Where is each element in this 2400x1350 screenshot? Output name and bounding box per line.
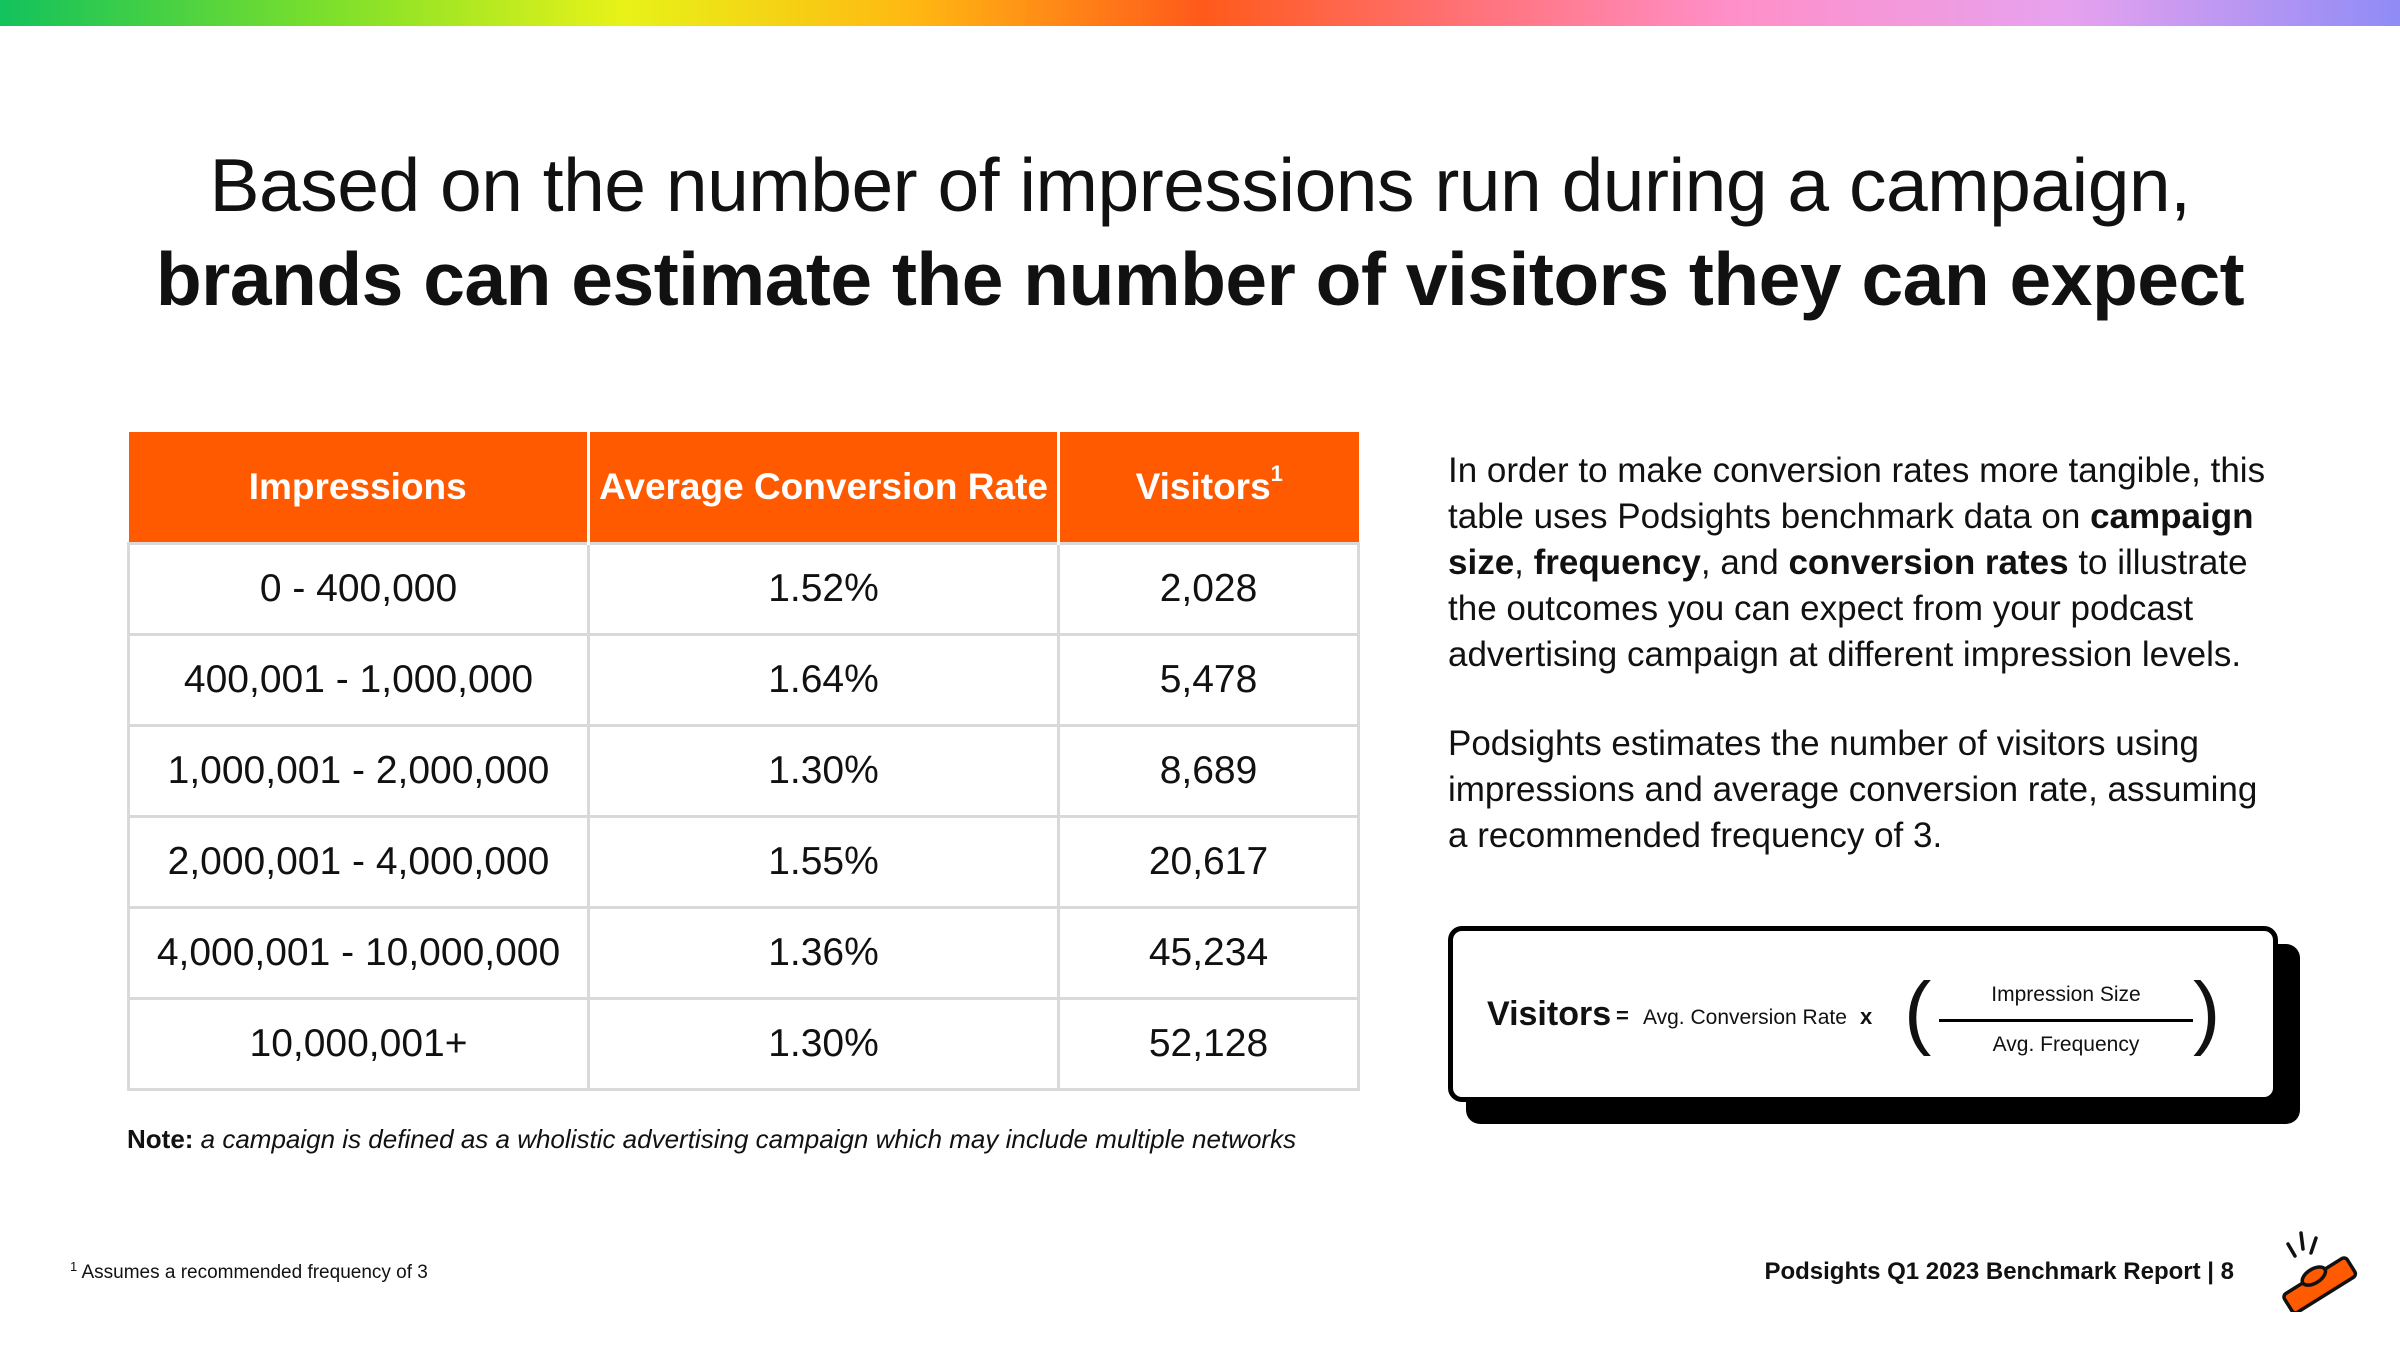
formula-conversion-rate: Avg. Conversion Rate bbox=[1643, 1006, 1847, 1029]
cell-visitors: 45,234 bbox=[1057, 906, 1360, 1000]
podsights-logo-icon bbox=[2282, 1231, 2358, 1312]
cell-impressions: 10,000,001+ bbox=[127, 997, 590, 1091]
intro-bold-frequency: frequency bbox=[1533, 543, 1701, 582]
footnote-marker: 1 bbox=[70, 1259, 78, 1274]
title-line-2: brands can estimate the number of visito… bbox=[155, 237, 2245, 321]
formula-box: Visitors = Avg. Conversion Rate x ( Impr… bbox=[1448, 926, 2278, 1102]
intro-bold-campaign-size: campaign size bbox=[1448, 497, 2254, 582]
formula-paren-right: ) bbox=[2193, 966, 2221, 1057]
cell-visitors: 8,689 bbox=[1057, 724, 1360, 818]
cell-conversion-rate: 1.36% bbox=[587, 906, 1060, 1000]
rainbow-banner bbox=[0, 0, 2400, 26]
cell-conversion-rate: 1.55% bbox=[587, 815, 1060, 909]
formula-denominator: Avg. Frequency bbox=[1992, 1033, 2140, 1056]
formula-times: x bbox=[1860, 1004, 1873, 1029]
footnote-text: Assumes a recommended frequency of 3 bbox=[77, 1262, 428, 1283]
cell-conversion-rate: 1.52% bbox=[587, 542, 1060, 636]
note-text: a campaign is defined as a wholistic adv… bbox=[193, 1124, 1297, 1154]
table-row: 0 - 400,000 1.52% 2,028 bbox=[127, 542, 1360, 636]
table-row: 10,000,001+ 1.30% 52,128 bbox=[127, 997, 1360, 1091]
note-label: Note: bbox=[127, 1124, 194, 1154]
cell-conversion-rate: 1.30% bbox=[587, 997, 1060, 1091]
intro-text-4: to illustrate the outcomes you can expec… bbox=[1448, 543, 2248, 674]
cell-visitors: 52,128 bbox=[1057, 997, 1360, 1091]
header-visitors: Visitors1 bbox=[1058, 432, 1359, 544]
benchmark-table: Impressions Average Conversion Rate Visi… bbox=[127, 432, 1360, 1091]
page-title: Based on the number of impressions run d… bbox=[60, 138, 2340, 326]
cell-visitors: 5,478 bbox=[1057, 633, 1360, 727]
table-header-row: Impressions Average Conversion Rate Visi… bbox=[128, 432, 1359, 544]
table-row: 1,000,001 - 2,000,000 1.30% 8,689 bbox=[127, 724, 1360, 818]
intro-paragraph: In order to make conversion rates more t… bbox=[1448, 448, 2268, 678]
cell-visitors: 20,617 bbox=[1057, 815, 1360, 909]
intro-text-2: , bbox=[1514, 543, 1534, 582]
footnote: 1 Assumes a recommended frequency of 3 bbox=[70, 1259, 428, 1284]
formula-visitors: Visitors bbox=[1487, 995, 1612, 1033]
method-paragraph: Podsights estimates the number of visito… bbox=[1448, 724, 2258, 855]
table-row: 400,001 - 1,000,000 1.64% 5,478 bbox=[127, 633, 1360, 727]
table-row: 2,000,001 - 4,000,000 1.55% 20,617 bbox=[127, 815, 1360, 909]
cell-impressions: 2,000,001 - 4,000,000 bbox=[127, 815, 590, 909]
formula-numerator: Impression Size bbox=[1991, 983, 2141, 1006]
table-row: 4,000,001 - 10,000,000 1.36% 45,234 bbox=[127, 906, 1360, 1000]
header-visitors-footnote-marker: 1 bbox=[1270, 461, 1283, 486]
cell-impressions: 1,000,001 - 2,000,000 bbox=[127, 724, 590, 818]
header-impressions: Impressions bbox=[128, 432, 590, 544]
formula-equals: = bbox=[1616, 1003, 1629, 1028]
title-line-1: Based on the number of impressions run d… bbox=[209, 143, 2191, 227]
cell-impressions: 400,001 - 1,000,000 bbox=[127, 633, 590, 727]
cell-impressions: 4,000,001 - 10,000,000 bbox=[127, 906, 590, 1000]
header-visitors-label: Visitors bbox=[1135, 466, 1271, 507]
intro-text-3: , and bbox=[1700, 543, 1789, 582]
cell-impressions: 0 - 400,000 bbox=[127, 542, 590, 636]
cell-conversion-rate: 1.64% bbox=[587, 633, 1060, 727]
table-note: Note: a campaign is defined as a wholist… bbox=[127, 1124, 1296, 1155]
intro-bold-conversion-rates: conversion rates bbox=[1788, 543, 2069, 582]
cell-visitors: 2,028 bbox=[1057, 542, 1360, 636]
formula-paren-left: ( bbox=[1904, 966, 1932, 1057]
footer-report-label: Podsights Q1 2023 Benchmark Report | 8 bbox=[1764, 1258, 2234, 1285]
intro-text-1: In order to make conversion rates more t… bbox=[1448, 451, 2266, 536]
formula-fraction-line bbox=[1939, 1019, 2193, 1022]
header-conversion-rate: Average Conversion Rate bbox=[588, 432, 1060, 544]
cell-conversion-rate: 1.30% bbox=[587, 724, 1060, 818]
